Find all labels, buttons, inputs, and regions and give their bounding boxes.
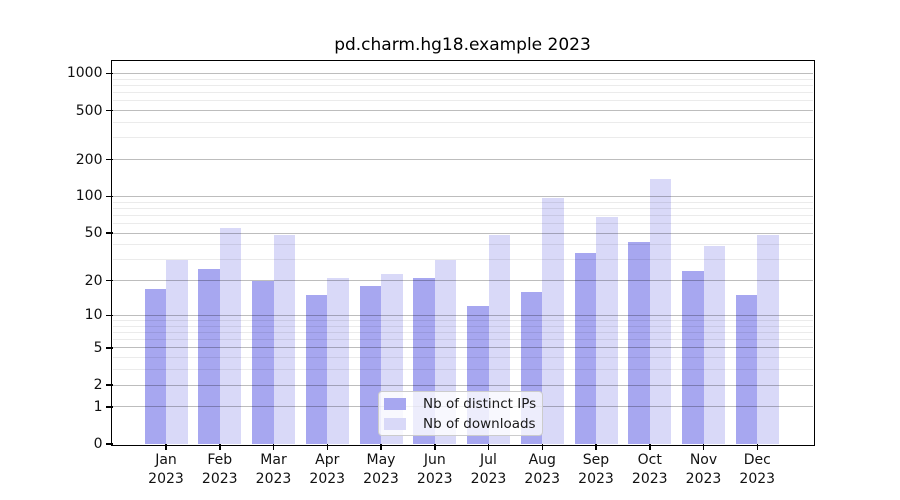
chart-title: pd.charm.hg18.example 2023 <box>334 35 591 55</box>
x-tick-aug <box>541 444 543 450</box>
x-tick-label-sep: Sep 2023 <box>566 451 626 489</box>
x-tick-label-dec: Dec 2023 <box>727 451 787 489</box>
y-tick-label-1000: 1000 <box>66 65 103 82</box>
x-tick-year: 2023 <box>416 471 453 487</box>
x-tick-label-oct: Oct 2023 <box>620 451 680 489</box>
y-tick-label-2: 2 <box>93 377 103 394</box>
x-tick-year: 2023 <box>201 471 238 487</box>
x-tick-month: May <box>366 452 396 468</box>
x-tick-month: Sep <box>582 452 610 468</box>
x-tick-label-jul: Jul 2023 <box>459 451 519 489</box>
x-tick-year: 2023 <box>309 471 346 487</box>
x-tick-label-jan: Jan 2023 <box>136 451 196 489</box>
x-tick-label-apr: Apr 2023 <box>297 451 357 489</box>
legend-swatch-distinct-ips <box>384 397 406 410</box>
x-tick-label-mar: Mar 2023 <box>244 451 304 489</box>
legend-swatch-downloads <box>384 417 406 430</box>
x-tick-month: Dec <box>743 452 771 468</box>
x-tick-label-may: May 2023 <box>351 451 411 489</box>
x-tick-may <box>380 444 382 450</box>
x-tick-month: Nov <box>689 452 718 468</box>
x-tick-month: Feb <box>207 452 233 468</box>
x-tick-year: 2023 <box>739 471 776 487</box>
x-tick-month: Mar <box>260 452 287 468</box>
y-tick-label-200: 200 <box>75 151 103 168</box>
x-tick-month: Jan <box>155 452 177 468</box>
y-tick-label-100: 100 <box>75 188 103 205</box>
legend-label-distinct-ips: Nb of distinct IPs <box>423 395 537 412</box>
y-tick-label-1: 1 <box>93 398 103 415</box>
x-tick-year: 2023 <box>578 471 614 487</box>
x-tick-jul <box>487 444 490 450</box>
x-tick-jan <box>165 444 167 450</box>
legend-item-distinct-ips: Nb of distinct IPs <box>384 395 542 413</box>
x-tick-dec <box>756 444 758 450</box>
legend-item-downloads: Nb of downloads <box>384 415 542 433</box>
x-tick-label-jun: Jun 2023 <box>405 451 465 489</box>
x-tick-month: Jun <box>423 452 446 468</box>
x-tick-month: Aug <box>528 452 556 468</box>
x-tick-sep <box>595 444 597 450</box>
plot-area-background <box>112 61 813 444</box>
x-tick-mar <box>272 444 275 450</box>
y-tick-label-0: 0 <box>93 436 103 452</box>
y-tick-label-500: 500 <box>75 102 103 119</box>
x-tick-year: 2023 <box>685 471 722 487</box>
x-tick-label-nov: Nov 2023 <box>674 451 734 489</box>
x-tick-month: Apr <box>315 452 340 468</box>
y-tick-label-10: 10 <box>84 307 103 324</box>
x-tick-month: Oct <box>637 452 662 468</box>
x-tick-year: 2023 <box>148 471 184 487</box>
x-tick-month: Jul <box>480 452 497 468</box>
x-tick-nov <box>702 444 705 450</box>
x-tick-label-aug: Aug 2023 <box>512 451 572 489</box>
x-tick-year: 2023 <box>524 471 561 487</box>
x-tick-label-feb: Feb 2023 <box>190 451 250 489</box>
legend: Nb of distinct IPs Nb of downloads <box>378 391 543 436</box>
x-tick-apr <box>326 444 328 450</box>
x-tick-feb <box>219 444 221 450</box>
x-tick-year: 2023 <box>255 471 292 487</box>
x-tick-year: 2023 <box>631 471 668 487</box>
y-tick-label-50: 50 <box>84 225 103 242</box>
x-tick-year: 2023 <box>470 471 507 487</box>
legend-label-downloads: Nb of downloads <box>423 415 536 432</box>
y-tick-label-20: 20 <box>84 272 103 289</box>
x-tick-oct <box>649 444 651 450</box>
y-tick-label-5: 5 <box>93 339 103 356</box>
x-tick-jun <box>434 444 436 450</box>
x-tick-year: 2023 <box>363 471 399 487</box>
